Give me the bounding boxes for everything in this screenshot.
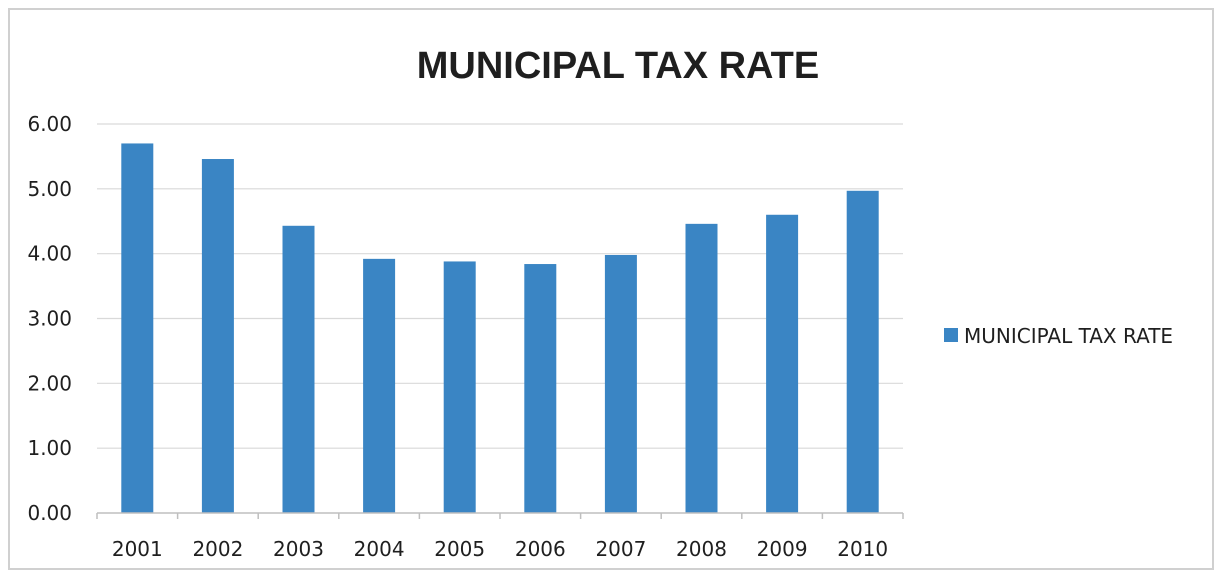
x-tick-label: 2005 <box>434 537 485 561</box>
y-tick-label: 3.00 <box>27 307 72 331</box>
x-tick-label: 2002 <box>192 537 243 561</box>
bar-2002 <box>201 159 234 513</box>
x-tick-label: 2003 <box>273 537 324 561</box>
x-tick-label: 2009 <box>757 537 808 561</box>
x-tick-label: 2008 <box>676 537 727 561</box>
bar-2009 <box>766 214 799 513</box>
bar-2010 <box>846 190 879 514</box>
bar-2007 <box>604 254 637 514</box>
bar-2008 <box>685 223 718 514</box>
bar-2001 <box>121 143 154 513</box>
x-tick-label: 2007 <box>595 537 646 561</box>
y-tick-label: 1.00 <box>27 436 72 460</box>
bar-2005 <box>443 261 476 513</box>
x-tick-label: 2010 <box>837 537 888 561</box>
y-tick-label: 5.00 <box>27 177 72 201</box>
legend: MUNICIPAL TAX RATE <box>944 324 1173 348</box>
bar-2004 <box>363 258 396 513</box>
legend-label: MUNICIPAL TAX RATE <box>964 324 1173 348</box>
y-tick-label: 2.00 <box>27 371 72 395</box>
y-axis-tick-labels: 0.00 1.00 2.00 3.00 4.00 5.00 6.00 <box>27 112 72 525</box>
chart-title: MUNICIPAL TAX RATE <box>417 45 820 87</box>
x-axis <box>96 512 904 519</box>
y-tick-label: 6.00 <box>27 112 72 136</box>
bar-2003 <box>282 225 315 513</box>
x-tick-label: 2006 <box>515 537 566 561</box>
x-tick-label: 2001 <box>112 537 163 561</box>
x-axis-tick-labels: 2001 2002 2003 2004 2005 2006 2007 2008 2009 2010 <box>112 537 888 561</box>
x-tick-label: 2004 <box>354 537 405 561</box>
bar-2006 <box>524 264 557 513</box>
y-tick-label: 4.00 <box>27 242 72 266</box>
y-tick-label: 0.00 <box>27 501 72 525</box>
bar-series <box>121 143 879 514</box>
legend-swatch <box>944 328 958 342</box>
